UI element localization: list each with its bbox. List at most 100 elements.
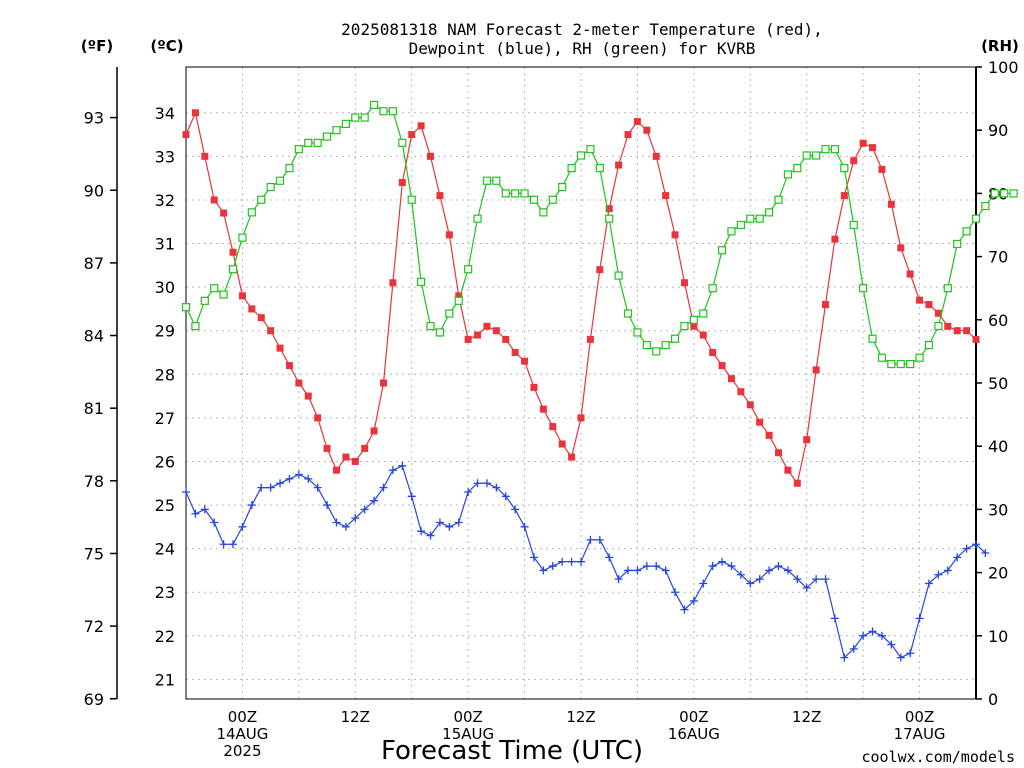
dew-point — [520, 522, 529, 531]
rh-point — [388, 107, 398, 116]
celsius-tick-label: 28 — [155, 365, 175, 384]
temp-point — [182, 131, 190, 139]
dew-point — [793, 575, 802, 584]
dew-point — [210, 518, 219, 527]
temp-point — [840, 192, 848, 200]
temp-point — [408, 131, 416, 139]
dew-point — [868, 627, 877, 636]
rh-point — [247, 208, 256, 217]
temp-point — [370, 427, 378, 435]
temp-point — [201, 152, 209, 160]
celsius-tick-label: 33 — [155, 147, 175, 166]
rh-point — [605, 214, 614, 223]
rh-point — [652, 347, 661, 356]
rh-point — [511, 189, 520, 198]
x-tick-label: 16AUG — [668, 725, 720, 743]
rh-point — [586, 145, 595, 154]
temp-point — [775, 449, 782, 457]
rh-point — [304, 138, 313, 147]
dew-point — [680, 605, 689, 614]
temp-point — [718, 362, 726, 370]
celsius-tick-label: 27 — [155, 409, 175, 428]
rh-point — [736, 220, 745, 230]
rh-tick-label: 10 — [988, 627, 1008, 646]
rh-point — [558, 182, 567, 192]
temp-point — [934, 309, 942, 317]
temp-point — [878, 165, 886, 173]
rh-point — [633, 328, 642, 337]
dew-point — [200, 505, 209, 514]
rh-point — [398, 138, 407, 147]
x-tick-label: 2025 — [223, 742, 261, 760]
temp-point — [398, 179, 406, 187]
temp-point — [427, 152, 435, 160]
temp-point — [727, 375, 735, 383]
temp-point — [916, 296, 924, 304]
chart-title-line-1: 2025081318 NAM Forecast 2-meter Temperat… — [341, 20, 823, 39]
rh-tick-label: 40 — [988, 437, 1008, 456]
rh-point — [181, 303, 191, 312]
temp-point — [549, 423, 557, 431]
dew-point — [642, 562, 651, 571]
dew-point — [558, 557, 567, 566]
rh-point — [285, 164, 294, 173]
celsius-tick-label: 34 — [155, 104, 175, 123]
temp-point — [417, 122, 425, 130]
dew-point — [360, 505, 369, 514]
dew-point — [934, 570, 943, 579]
temp-point — [285, 362, 293, 370]
temp-point — [342, 453, 350, 461]
celsius-tick-label: 30 — [155, 278, 175, 297]
temp-point — [558, 440, 566, 448]
rh-point — [746, 214, 755, 223]
celsius-tick-label: 25 — [155, 496, 175, 515]
rh-point — [981, 201, 990, 211]
temp-point — [492, 327, 500, 335]
dew-point — [304, 474, 313, 483]
rh-point — [313, 138, 322, 147]
rh-point — [689, 315, 698, 324]
dew-point — [924, 579, 933, 588]
dew-point — [915, 614, 924, 623]
dew-point — [539, 566, 548, 575]
temp-series — [182, 109, 980, 487]
temp-point — [539, 405, 547, 413]
dew-point — [370, 496, 379, 505]
rh-point — [840, 164, 849, 173]
temp-point — [765, 431, 773, 439]
rh-point — [407, 195, 416, 204]
dew-point — [595, 535, 604, 544]
temp-point — [699, 331, 707, 339]
temp-point — [304, 392, 312, 400]
temp-point — [596, 266, 604, 274]
dew-point — [962, 544, 971, 553]
rh-point — [764, 208, 774, 217]
dew-point — [182, 487, 190, 496]
fahrenheit-tick-label: 78 — [84, 472, 104, 491]
temp-point — [605, 205, 613, 213]
celsius-tick-label: 24 — [155, 540, 175, 559]
dew-point — [313, 483, 322, 492]
dew-point — [464, 487, 473, 496]
dew-point — [708, 562, 717, 571]
rh-point — [332, 126, 341, 135]
rh-point — [417, 277, 426, 286]
dew-point — [351, 514, 360, 523]
temp-point — [944, 322, 952, 330]
dew-point — [605, 553, 614, 562]
temp-point — [925, 301, 933, 309]
rh-tick-label: 100 — [988, 58, 1019, 77]
plot-frame — [185, 66, 977, 700]
temp-point — [361, 444, 369, 452]
dew-point — [229, 540, 238, 549]
dew-point — [849, 644, 858, 653]
rh-point — [322, 132, 332, 141]
temp-point — [812, 366, 820, 374]
rh-point — [567, 164, 576, 173]
celsius-tick-label: 23 — [155, 583, 175, 602]
rh-point — [699, 309, 708, 318]
rh-point — [294, 145, 303, 154]
temp-point — [229, 248, 237, 256]
dew-point — [341, 522, 350, 531]
rh-point — [642, 340, 651, 350]
